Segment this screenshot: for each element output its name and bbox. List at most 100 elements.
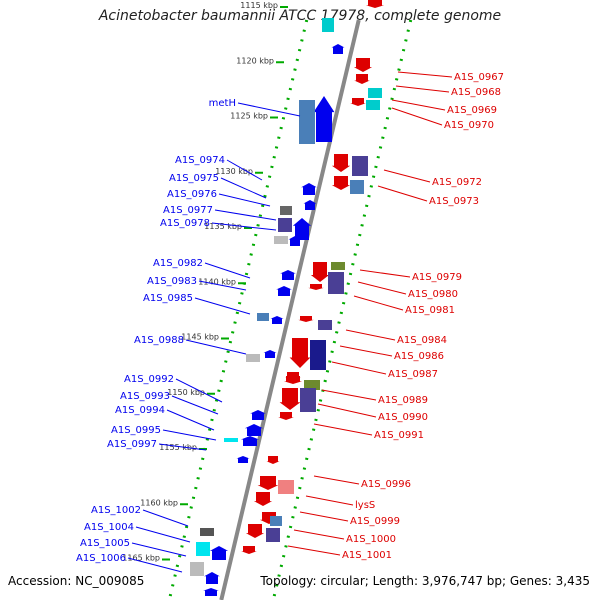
gene-label-reverse: lysS [355,500,375,511]
gene-forward [209,546,229,560]
label-leader-forward [218,193,271,207]
gene-label-reverse: A1S_0981 [405,305,455,316]
gene-reverse [266,456,280,464]
gene-forward [204,572,220,584]
gene-label-reverse: A1S_0968 [451,87,501,98]
gene-label-forward: A1S_1005 [80,538,130,549]
gene-reverse [354,74,370,84]
genome-backbone [219,19,361,600]
gene-forward [270,316,284,324]
label-leader-reverse [357,281,407,295]
gene-reverse [300,388,316,412]
label-leader-reverse [313,423,373,436]
gene-forward [246,354,260,362]
gene-label-reverse: A1S_0996 [361,479,411,490]
gene-label-reverse: A1S_0986 [394,351,444,362]
gene-reverse [266,528,280,542]
right-dotted-border [271,19,413,600]
gene-reverse [310,340,326,370]
gene-reverse [368,88,382,98]
gene-label-reverse: A1S_0973 [429,196,479,207]
gene-forward [263,350,277,358]
label-leader-forward [131,542,187,557]
label-leader-forward [158,443,207,451]
gene-label-forward: A1S_0982 [153,258,203,269]
gene-forward [288,236,302,246]
gene-reverse [350,180,364,194]
gene-label-forward: A1S_1004 [84,522,134,533]
gene-reverse [278,412,294,420]
gene-reverse [270,516,282,526]
gene-label-reverse: A1S_0999 [350,516,400,527]
label-leader-reverse [305,495,354,506]
label-leader-forward [171,395,219,415]
gene-reverse [279,388,301,410]
gene-reverse [257,476,279,490]
label-leader-reverse [317,403,377,418]
gene-label-forward: metH [209,98,236,109]
label-leader-reverse [299,511,349,522]
label-leader-forward [204,262,251,279]
scale-label: 1145 kbp [181,333,219,342]
gene-label-forward: A1S_0993 [120,391,170,402]
gene-label-reverse: A1S_0979 [412,272,462,283]
gene-label-forward: A1S_1006 [76,553,126,564]
label-leader-reverse [331,361,387,375]
gene-reverse [366,100,380,110]
gene-forward [274,236,288,244]
label-leader-forward [237,102,301,117]
gene-reverse [350,98,366,106]
gene-label-forward: A1S_1002 [91,505,141,516]
label-leader-forward [185,339,247,355]
map-title: Acinetobacter baumannii ATCC 17978, comp… [98,8,502,24]
scale-label: 1160 kbp [140,498,178,507]
label-leader-reverse [313,475,360,485]
label-leader-forward [166,409,215,431]
gene-label-reverse: A1S_0970 [444,120,494,131]
gene-reverse [318,320,332,330]
gene-forward [250,410,266,420]
gene-label-forward: A1S_0997 [107,439,157,450]
label-leader-forward [127,557,183,573]
gene-label-reverse: A1S_0972 [432,177,482,188]
gene-label-reverse: A1S_0980 [408,289,458,300]
topology-text: Topology: circular; Length: 3,976,747 bp… [260,574,590,588]
gene-reverse [278,480,294,494]
gene-forward [313,96,335,142]
gene-label-reverse: A1S_0967 [454,72,504,83]
label-leader-forward [226,159,263,181]
gene-forward [224,438,238,442]
gene-forward [203,588,219,596]
gene-forward [280,270,296,280]
gene-forward [200,528,214,536]
gene-reverse [298,316,314,322]
label-leader-forward [220,177,267,199]
gene-label-forward: A1S_0974 [175,155,225,166]
scale-label: 1130 kbp [215,167,253,176]
label-leader-reverse [345,329,396,341]
scale-label: 1150 kbp [167,388,205,397]
gene-forward [280,206,292,215]
gene-label-forward: A1S_0985 [143,293,193,304]
gene-reverse [331,154,351,172]
gene-reverse [253,492,273,506]
gene-label-forward: A1S_0976 [167,189,217,200]
gene-label-reverse: A1S_0991 [374,430,424,441]
label-leader-forward [198,280,247,291]
gene-reverse [245,524,265,538]
gene-reverse [283,376,303,384]
gene-forward [331,44,345,54]
label-leader-forward [175,378,223,403]
gene-label-forward: A1S_0975 [169,173,219,184]
label-leader-reverse [391,99,446,111]
label-leader-reverse [395,85,450,93]
scale-label: 1135 kbp [204,222,242,231]
gene-reverse [331,176,351,190]
label-leader-forward [135,526,191,543]
gene-forward [196,542,210,556]
gene-reverse [241,546,257,554]
label-leader-reverse [397,71,453,78]
gene-forward [301,183,317,195]
gene-reverse [310,262,330,282]
